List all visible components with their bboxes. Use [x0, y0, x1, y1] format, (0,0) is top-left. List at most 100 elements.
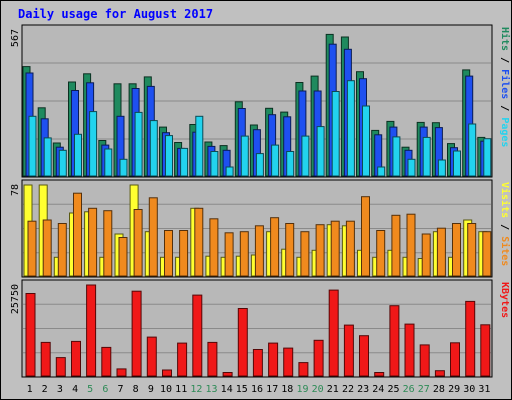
x-label-day-3: 3 — [57, 384, 63, 395]
bar-pages-day-4 — [74, 133, 82, 177]
y-max-label: 25750 — [10, 284, 21, 314]
x-label-day-12: 12 — [190, 384, 202, 395]
bar-sites-day-30 — [467, 223, 477, 277]
x-label-day-22: 22 — [342, 384, 354, 395]
legend-text: KBytes — [499, 282, 510, 318]
legend-hits: Hits — [499, 27, 511, 51]
legend-files: Files — [499, 69, 511, 99]
bar-pages-day-11 — [180, 147, 189, 177]
bar-sites-day-25 — [391, 214, 401, 277]
bar-kbytes-day-31 — [480, 324, 491, 377]
x-label-day-26: 26 — [403, 384, 415, 395]
y-max-label: 567 — [10, 29, 21, 47]
bar-sites-day-11 — [179, 230, 189, 277]
x-label-day-10: 10 — [160, 384, 172, 395]
x-label-day-29: 29 — [448, 384, 460, 395]
x-label-day-18: 18 — [281, 384, 293, 395]
x-label-day-4: 4 — [72, 384, 78, 395]
bar-sites-day-9 — [148, 197, 158, 277]
bar-pages-day-2 — [43, 137, 52, 177]
x-label-day-16: 16 — [251, 384, 263, 395]
bar-kbytes-day-18 — [283, 347, 294, 377]
bar-kbytes-day-16 — [252, 349, 263, 377]
x-label-day-13: 13 — [205, 384, 217, 395]
bar-kbytes-day-15 — [237, 308, 248, 377]
bar-kbytes-day-6 — [101, 346, 112, 377]
bar-sites-day-14 — [224, 232, 234, 277]
bar-pages-day-14 — [225, 166, 234, 177]
bar-pages-day-10 — [165, 135, 173, 177]
bar-pages-day-13 — [210, 151, 219, 177]
chart-title: Daily usage for August 2017 — [18, 7, 213, 21]
y-max-label: 78 — [10, 184, 21, 196]
bar-pages-day-19 — [301, 135, 310, 177]
bar-sites-day-7 — [118, 237, 128, 277]
x-label-day-6: 6 — [102, 384, 108, 395]
bar-pages-day-16 — [255, 153, 264, 177]
legend: Hits / Files / Pages — [499, 27, 511, 147]
bar-kbytes-day-20 — [313, 339, 324, 377]
x-axis-labels: 1 2 3 4 5 6 7 8 9 10 11 12 13 14 15 16 17 18 19 20 21 22 23 24 2… — [27, 384, 491, 395]
bar-pages-day-22 — [346, 80, 355, 177]
bar-sites-day-19 — [300, 231, 310, 277]
bar-sites-day-4 — [73, 192, 82, 277]
bar-sites-day-6 — [103, 210, 113, 277]
bar-kbytes-day-27 — [419, 344, 430, 377]
legend-pages: Pages — [499, 117, 510, 147]
bar-kbytes-day-14 — [222, 372, 233, 377]
bar-sites-day-2 — [42, 219, 52, 277]
bar-pages-day-5 — [89, 111, 98, 177]
x-label-day-5: 5 — [87, 384, 93, 395]
bar-kbytes-day-30 — [465, 300, 476, 377]
bar-kbytes-day-21 — [328, 289, 339, 377]
legend-kbytes: KBytes — [499, 282, 510, 318]
chart-panel-kbytes: 25750 KBytes — [10, 279, 510, 378]
legend-text: Visits / Sites — [499, 182, 511, 266]
bar-kbytes-day-12 — [192, 294, 203, 377]
bar-pages-day-9 — [149, 120, 158, 177]
bar-sites-day-8 — [133, 209, 143, 277]
x-label-day-30: 30 — [463, 384, 475, 395]
legend-visits: Visits — [499, 182, 511, 218]
x-label-day-27: 27 — [418, 384, 430, 395]
x-label-day-8: 8 — [133, 384, 139, 395]
bar-pages-day-23 — [362, 105, 370, 177]
bar-kbytes-day-28 — [434, 370, 445, 377]
bar-pages-day-8 — [134, 111, 143, 177]
bar-sites-day-31 — [482, 231, 492, 277]
bar-kbytes-day-4 — [71, 340, 81, 377]
bar-sites-day-10 — [164, 230, 173, 277]
bar-pages-day-7 — [119, 158, 128, 177]
bar-pages-day-26 — [407, 158, 416, 177]
bar-pages-day-20 — [316, 126, 325, 177]
bar-pages-day-17 — [271, 144, 280, 177]
bar-kbytes-day-8 — [131, 290, 142, 377]
bar-sites-day-26 — [406, 213, 416, 277]
x-label-day-7: 7 — [117, 384, 123, 395]
bar-sites-day-16 — [254, 225, 264, 277]
x-label-day-31: 31 — [478, 384, 490, 395]
bar-kbytes-day-26 — [404, 323, 415, 377]
legend-separator: / — [499, 218, 510, 236]
bar-sites-day-18 — [285, 223, 295, 277]
bar-pages-day-3 — [58, 149, 67, 177]
bar-sites-day-22 — [345, 220, 355, 277]
legend-separator: / — [499, 51, 510, 69]
x-label-day-23: 23 — [357, 384, 369, 395]
bar-pages-day-29 — [453, 150, 461, 177]
x-label-day-20: 20 — [312, 384, 324, 395]
bar-kbytes-day-25 — [389, 305, 400, 377]
plot-layer: 567 Hits / Files / Pages 78 Visits / Sites 2… — [10, 24, 511, 395]
bar-pages-day-1 — [28, 115, 37, 177]
bar-sites-day-1 — [27, 220, 37, 277]
bar-kbytes-day-5 — [86, 284, 97, 377]
x-label-day-19: 19 — [296, 384, 308, 395]
bar-kbytes-day-10 — [162, 369, 172, 377]
bar-kbytes-day-29 — [450, 342, 460, 377]
bar-sites-day-20 — [315, 224, 325, 277]
bar-kbytes-day-13 — [207, 341, 218, 377]
bar-kbytes-day-17 — [268, 342, 279, 377]
x-label-day-28: 28 — [433, 384, 445, 395]
legend-text: Hits / Files / Pages — [499, 27, 511, 147]
bar-sites-day-13 — [209, 218, 219, 277]
